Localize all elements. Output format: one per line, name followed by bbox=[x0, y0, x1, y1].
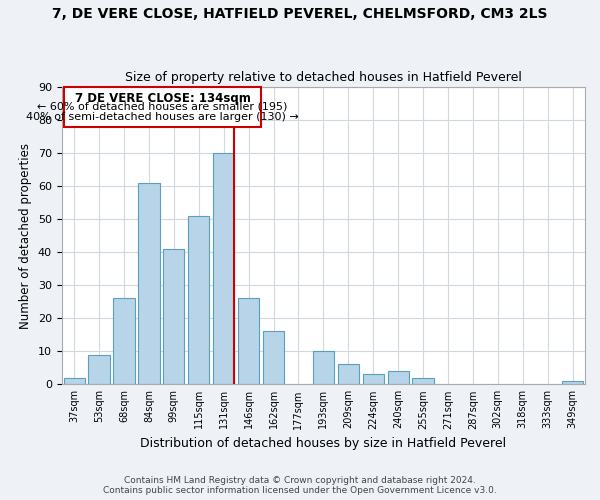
Bar bbox=[88, 354, 110, 384]
Bar bbox=[163, 249, 184, 384]
Text: 7, DE VERE CLOSE, HATFIELD PEVEREL, CHELMSFORD, CM3 2LS: 7, DE VERE CLOSE, HATFIELD PEVEREL, CHEL… bbox=[52, 8, 548, 22]
Bar bbox=[64, 87, 261, 126]
Bar bbox=[64, 378, 85, 384]
Bar bbox=[362, 374, 384, 384]
X-axis label: Distribution of detached houses by size in Hatfield Peverel: Distribution of detached houses by size … bbox=[140, 437, 506, 450]
Bar bbox=[238, 298, 259, 384]
Bar bbox=[562, 381, 583, 384]
Bar bbox=[188, 216, 209, 384]
Text: ← 60% of detached houses are smaller (195): ← 60% of detached houses are smaller (19… bbox=[37, 102, 288, 112]
Bar bbox=[139, 183, 160, 384]
Text: Contains HM Land Registry data © Crown copyright and database right 2024.
Contai: Contains HM Land Registry data © Crown c… bbox=[103, 476, 497, 495]
Bar bbox=[313, 352, 334, 384]
Bar bbox=[412, 378, 434, 384]
Title: Size of property relative to detached houses in Hatfield Peverel: Size of property relative to detached ho… bbox=[125, 72, 522, 85]
Bar bbox=[263, 332, 284, 384]
Y-axis label: Number of detached properties: Number of detached properties bbox=[19, 142, 32, 328]
Bar bbox=[113, 298, 134, 384]
Text: 40% of semi-detached houses are larger (130) →: 40% of semi-detached houses are larger (… bbox=[26, 112, 299, 122]
Bar bbox=[213, 153, 234, 384]
Bar bbox=[388, 371, 409, 384]
Bar bbox=[338, 364, 359, 384]
Text: 7 DE VERE CLOSE: 134sqm: 7 DE VERE CLOSE: 134sqm bbox=[74, 92, 251, 105]
